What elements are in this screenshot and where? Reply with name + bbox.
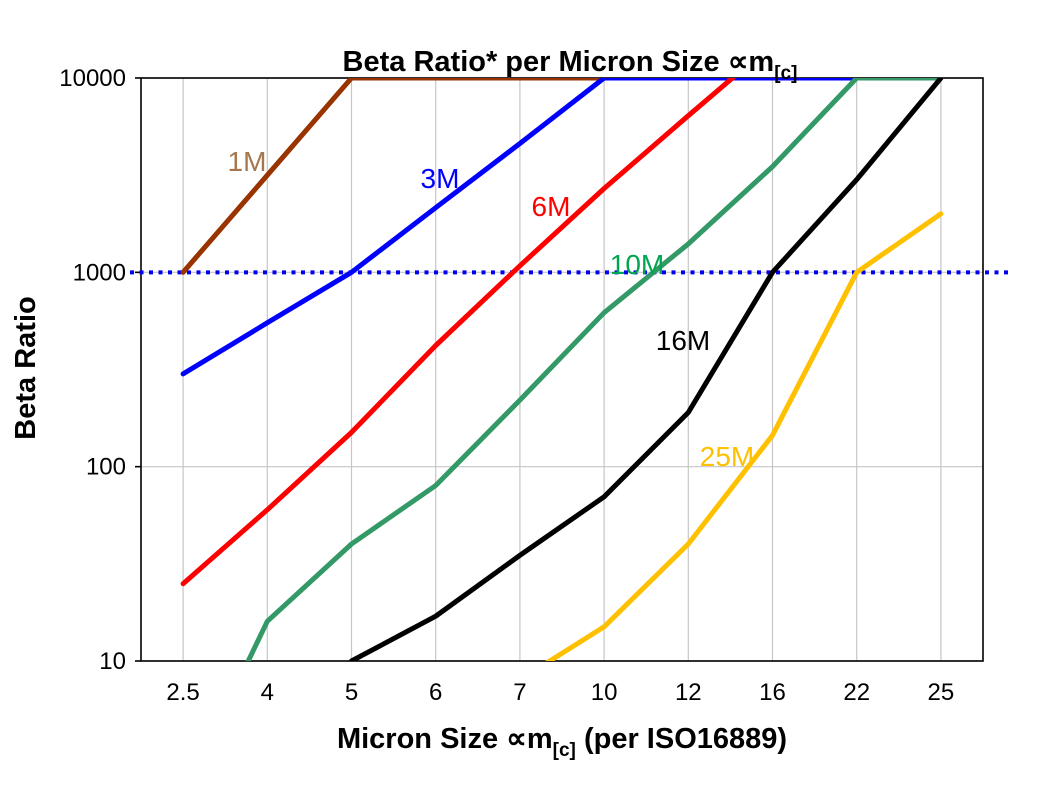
x-tick-label-6: 6 — [429, 679, 442, 706]
x-tick-label-12: 12 — [675, 679, 702, 706]
x-axis-title: Micron Size ∝m[c] (per ISO16889) — [337, 723, 787, 761]
x-axis-title-suffix: (per ISO16889) — [576, 723, 787, 755]
y-tick-label-10: 10 — [99, 648, 126, 675]
x-tick-label-4: 4 — [261, 679, 274, 706]
series-label-25M: 25M — [700, 441, 754, 472]
chart-title-main: Beta Ratio* per Micron Size ∝m — [343, 46, 775, 78]
series-label-16M: 16M — [656, 325, 710, 356]
y-tick-label-10000: 10000 — [59, 65, 126, 92]
series-label-1M: 1M — [228, 146, 267, 177]
x-tick-label-7: 7 — [513, 679, 526, 706]
y-axis-title: Beta Ratio — [10, 296, 42, 439]
series-line-3M — [180, 78, 944, 377]
chart-title-subscript: [c] — [774, 63, 797, 84]
y-tick-label-1000: 1000 — [73, 259, 126, 286]
x-axis-title-subscript: [c] — [553, 740, 576, 761]
x-axis-title-main: Micron Size ∝m — [337, 723, 553, 755]
x-tick-label-16: 16 — [759, 679, 786, 706]
series-group — [180, 78, 944, 661]
x-tick-label-10: 10 — [591, 679, 618, 706]
series-label-10M: 10M — [610, 249, 664, 280]
x-tick-label-2.5: 2.5 — [166, 679, 199, 706]
series-line-1M — [180, 78, 944, 275]
series-line-25M — [545, 211, 944, 661]
x-tick-label-5: 5 — [345, 679, 358, 706]
series-line-10M — [245, 78, 944, 661]
series-line-16M — [349, 78, 944, 661]
y-tick-label-100: 100 — [86, 454, 126, 481]
series-label-3M: 3M — [421, 163, 460, 194]
x-tick-label-22: 22 — [843, 679, 870, 706]
chart-title: Beta Ratio* per Micron Size ∝m[c] — [343, 46, 798, 84]
series-label-6M: 6M — [532, 191, 571, 222]
series-line-6M — [180, 78, 737, 587]
x-tick-label-25: 25 — [928, 679, 955, 706]
